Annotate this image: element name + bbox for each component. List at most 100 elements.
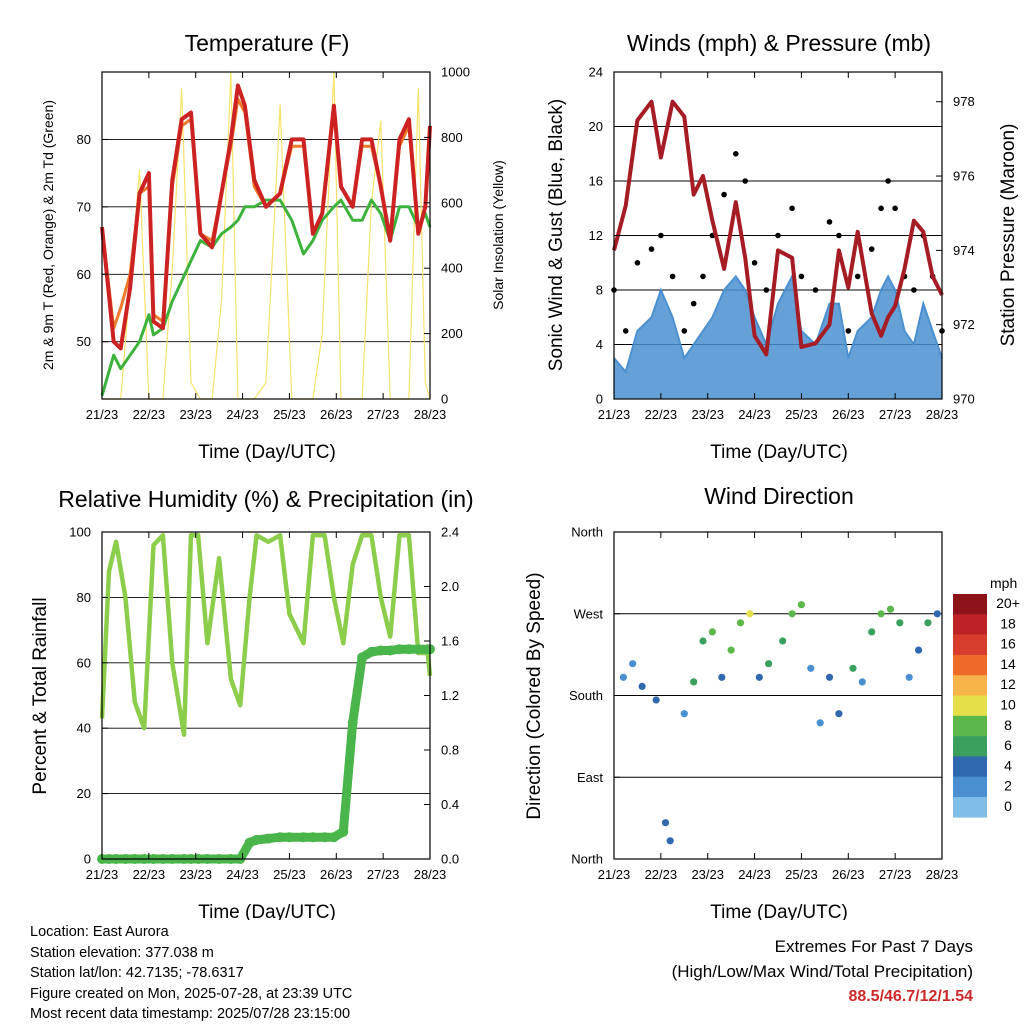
direction-gridlines bbox=[614, 531, 942, 860]
direction-point bbox=[765, 660, 773, 668]
precipitation-point bbox=[338, 826, 349, 837]
figure-created: Figure created on Mon, 2025-07-28, at 23… bbox=[30, 985, 353, 1002]
direction-point bbox=[835, 710, 843, 718]
precipitation-point bbox=[347, 717, 358, 728]
gust-point bbox=[721, 191, 727, 198]
temperature-left-ticks: 50 60 70 80 bbox=[77, 132, 108, 349]
legend-swatch bbox=[953, 675, 987, 696]
station-location: Location: East Aurora bbox=[30, 924, 169, 940]
x-tick-label: 24/23 bbox=[738, 407, 771, 422]
gust-point bbox=[885, 178, 891, 184]
gust-point bbox=[763, 287, 770, 293]
winds-x-ticks: 21/23 22/23 23/23 24/23 25/23 26/23 27/23 28/23 bbox=[598, 72, 958, 422]
temperature-plot-frame bbox=[101, 71, 431, 400]
gust-point bbox=[751, 260, 758, 266]
y-right-tick-label: 2.4 bbox=[441, 525, 459, 540]
sonic-wind-line bbox=[613, 273, 943, 374]
direction-point bbox=[718, 673, 726, 681]
humidity-right-ticks: 0.0 0.4 0.8 1.2 1.6 2.0 2.4 bbox=[424, 525, 459, 867]
precipitation-point bbox=[403, 644, 414, 655]
x-tick-label: 26/23 bbox=[320, 407, 353, 422]
direction-point bbox=[886, 605, 895, 613]
temperature-right-ticks: 0 200 400 600 800 1000 bbox=[424, 65, 470, 407]
y-right-tick-label: 1000 bbox=[441, 65, 470, 80]
station-latlon: Station lat/lon: 42.7135; -78.6317 bbox=[30, 965, 244, 981]
humidity-left-ticks: 0 20 40 60 80 100 bbox=[69, 525, 108, 867]
x-tick-label: 26/23 bbox=[320, 867, 353, 882]
y-right-tick-label: 0.0 bbox=[441, 852, 459, 867]
y-tick-label: West bbox=[574, 606, 604, 621]
legend-swatch bbox=[953, 614, 987, 635]
x-tick-label: 25/23 bbox=[273, 407, 306, 422]
direction-point bbox=[661, 819, 670, 827]
direction-point bbox=[690, 678, 698, 686]
gust-point bbox=[854, 273, 861, 280]
precipitation-point bbox=[298, 832, 309, 843]
legend-label: 14 bbox=[1000, 656, 1016, 672]
y-tick-label: 20 bbox=[589, 119, 603, 134]
direction-point bbox=[638, 682, 646, 691]
x-tick-label: 28/23 bbox=[926, 867, 959, 882]
station-elevation: Station elevation: 377.038 m bbox=[30, 944, 214, 961]
precipitation-point bbox=[328, 832, 339, 843]
gust-point bbox=[775, 232, 781, 239]
direction-point bbox=[619, 673, 628, 681]
speed-legend-title: mph bbox=[990, 575, 1017, 591]
y-tick-label: 16 bbox=[589, 174, 603, 189]
direction-point bbox=[652, 696, 660, 704]
direction-left-axis-label: Direction (Colored By Speed) bbox=[524, 572, 545, 819]
direction-point bbox=[699, 637, 707, 645]
humidity-series bbox=[97, 533, 435, 864]
legend-swatch bbox=[953, 797, 987, 818]
gust-point bbox=[878, 205, 884, 212]
legend-label: 20+ bbox=[996, 595, 1020, 611]
precipitation-point bbox=[394, 644, 405, 655]
winds-panel: Winds (mph) & Pressure (mb) 04812162024 … bbox=[546, 30, 1019, 463]
x-tick-label: 23/23 bbox=[691, 867, 724, 882]
legend-label: 2 bbox=[1004, 778, 1012, 794]
relative-humidity-line bbox=[99, 533, 433, 737]
gust-point bbox=[845, 328, 852, 334]
y-right-tick-label: 1.2 bbox=[441, 688, 459, 703]
y-tick-label: 40 bbox=[77, 721, 91, 736]
x-tick-label: 22/23 bbox=[645, 867, 678, 882]
y-tick-label: 70 bbox=[77, 199, 91, 214]
gust-point bbox=[634, 260, 641, 266]
y-tick-label: 4 bbox=[596, 337, 603, 352]
recent-timestamp: Most recent data timestamp: 2025/07/28 2… bbox=[30, 1006, 351, 1022]
y-tick-label: 80 bbox=[77, 590, 91, 605]
direction-point bbox=[825, 673, 834, 681]
y-tick-label: 12 bbox=[589, 228, 603, 243]
y-right-tick-label: 400 bbox=[441, 261, 463, 276]
precipitation-point bbox=[275, 832, 286, 843]
extremes-values: 88.5/46.7/12/1.54 bbox=[848, 988, 973, 1005]
precipitation-point bbox=[319, 832, 330, 843]
y-tick-label: 100 bbox=[69, 525, 91, 540]
y-right-tick-label: 800 bbox=[441, 130, 463, 145]
direction-point bbox=[629, 660, 637, 668]
gust-point bbox=[836, 232, 842, 239]
gust-point bbox=[669, 273, 676, 280]
gust-point bbox=[648, 246, 655, 252]
direction-point bbox=[858, 678, 866, 686]
x-tick-label: 25/23 bbox=[785, 867, 818, 882]
temperature-right-axis-label: Solar Insolation (Yellow) bbox=[490, 160, 506, 310]
direction-title: Wind Direction bbox=[704, 483, 854, 509]
direction-point bbox=[896, 619, 904, 627]
x-tick-label: 21/23 bbox=[598, 407, 631, 422]
direction-point bbox=[877, 610, 885, 618]
y-right-tick-label: 0.4 bbox=[441, 797, 459, 812]
legend-label: 6 bbox=[1004, 737, 1012, 753]
winds-series bbox=[611, 99, 945, 399]
precipitation-point bbox=[263, 833, 274, 844]
precipitation-point bbox=[357, 652, 368, 663]
x-tick-label: 24/23 bbox=[226, 867, 259, 882]
y-right-tick-label: 970 bbox=[953, 392, 975, 407]
direction-point bbox=[868, 628, 876, 636]
extremes-description: (High/Low/Max Wind/Total Precipitation) bbox=[671, 962, 973, 981]
y-right-tick-label: 972 bbox=[953, 317, 975, 332]
direction-point bbox=[905, 673, 913, 681]
legend-swatch bbox=[953, 594, 987, 615]
temperature-left-axis-label: 2m & 9m T (Red, Orange) & 2m Td (Green) bbox=[40, 100, 56, 370]
gust-point bbox=[812, 287, 819, 293]
